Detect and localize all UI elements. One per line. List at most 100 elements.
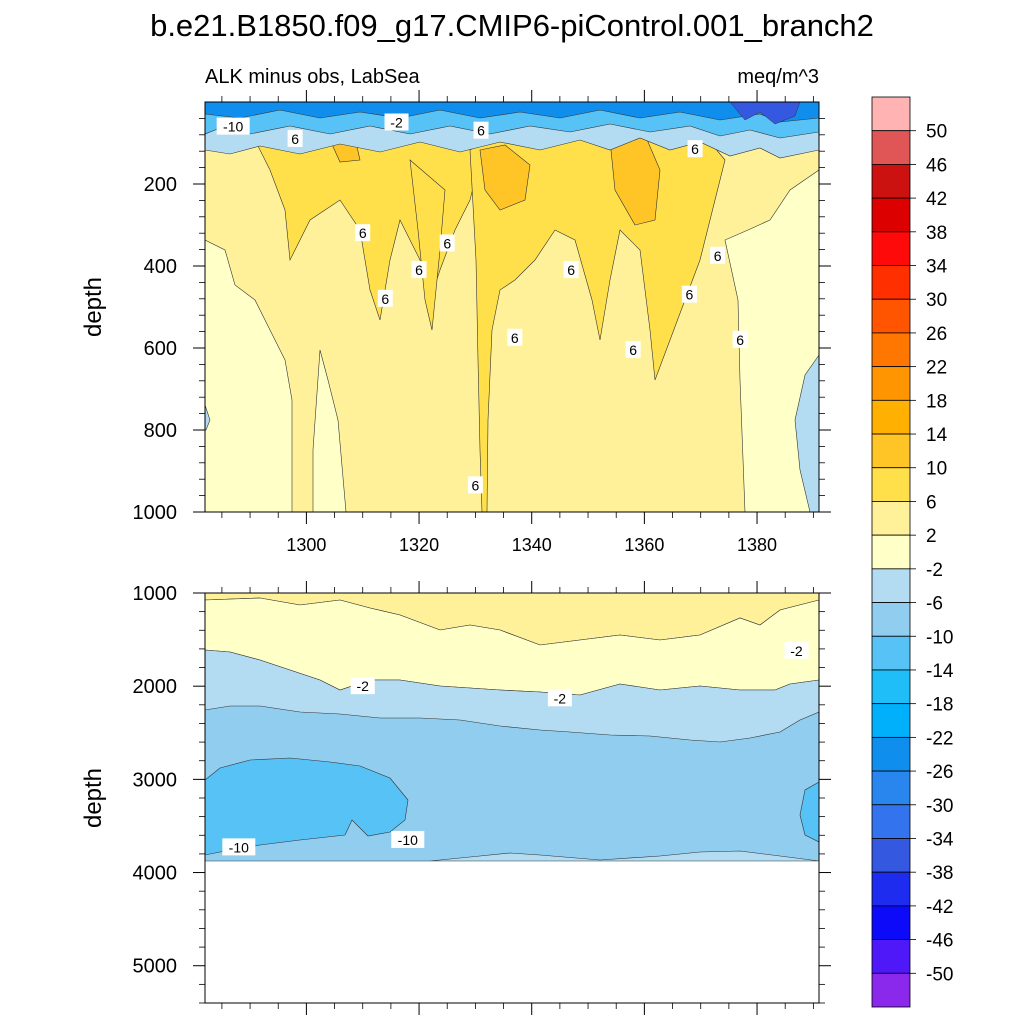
upper-panel: 1300 1320 1340 1360 1380 200 400 600 800 1000 -10…: [80, 90, 831, 555]
contour-label: 6: [687, 140, 703, 158]
colorbar-label: 34: [926, 257, 948, 278]
colorbar-swatch: [871, 130, 911, 165]
colorbar-label: 46: [926, 155, 947, 176]
upper-region-10-14-a: [479, 144, 531, 211]
lower-contour-labels: -2 -2 -2 -10 -10: [222, 641, 809, 856]
contour-label-text: 6: [291, 131, 299, 147]
contour-label-bg: [507, 328, 523, 346]
colorbar-label: 26: [926, 324, 947, 345]
upper-region-6-10-b: [469, 124, 726, 512]
contour-label-text: 6: [567, 262, 575, 278]
contour-label: -10: [222, 838, 256, 856]
colorbar-swatch: [871, 231, 911, 266]
contour-label-bg: [687, 140, 703, 158]
y-tick-label: 1000: [133, 502, 178, 524]
contour-label-text: 6: [477, 123, 485, 139]
upper-plot-frame: [204, 101, 820, 513]
contour-label: 6: [411, 261, 427, 279]
contour-label-text: -10: [223, 119, 243, 135]
x-tick-label: 1360: [624, 535, 664, 555]
lower-ylabel: depth: [80, 768, 107, 828]
colorbar: 50 46 42 38 34 30 26 22 18 14 10 6 2 -2 -6 -10 -14 -18 -22…: [871, 96, 954, 1008]
colorbar-swatch: [871, 197, 911, 233]
colorbar-swatch: [871, 366, 911, 401]
x-tick-label: 1300: [286, 535, 326, 555]
colorbar-label: -26: [926, 762, 953, 783]
colorbar-swatch: [871, 871, 911, 907]
contour-label: 6: [710, 246, 726, 264]
colorbar-label: -38: [926, 863, 953, 884]
colorbar-label: -14: [926, 661, 954, 682]
colorbar-label: 50: [926, 122, 947, 143]
colorbar-label: 6: [926, 492, 937, 513]
colorbar-swatch: [871, 298, 911, 334]
contour-label-text: 6: [714, 248, 722, 264]
colorbar-swatch: [871, 265, 911, 300]
contour-label: -2: [784, 641, 809, 659]
contour-label: 6: [473, 121, 489, 139]
contour-label: -2: [384, 113, 409, 131]
upper-contour-labels: -10 -2 6 6 6 6 6 6 6 6 6 6 6 6 6 6: [216, 113, 748, 494]
contour-label-text: 6: [381, 291, 389, 307]
contour-label: -10: [216, 117, 250, 135]
contour-label-text: 6: [736, 332, 744, 348]
contour-label-text: 6: [691, 141, 699, 157]
contour-label-bg: [439, 234, 455, 252]
upper-region-negative-bottom-right: [794, 354, 819, 512]
contour-label-bg: [625, 341, 641, 359]
chart-units: meq/m^3: [737, 66, 819, 88]
y-tick-label: 2000: [133, 676, 178, 698]
x-tick-label: 1320: [399, 535, 439, 555]
contour-label-bg: [287, 129, 303, 147]
contour-label-text: 6: [359, 225, 367, 241]
lower-axes: 1000 2000 3000 4000 5000: [133, 581, 831, 1015]
colorbar-label: -34: [926, 829, 954, 850]
contour-label-bg: [377, 289, 393, 307]
x-tick-label: 1340: [512, 535, 552, 555]
contour-label-text: 6: [511, 330, 519, 346]
colorbar-swatch: [871, 703, 911, 738]
contour-label: 6: [287, 129, 303, 147]
upper-region-near-zero-mid: [312, 349, 347, 512]
colorbar-label: 42: [926, 189, 947, 210]
y-tick-label: 5000: [133, 956, 178, 978]
colorbar-swatch: [871, 534, 911, 570]
contour-label-bg: [411, 261, 427, 279]
contour-label-bg: [391, 830, 425, 848]
colorbar-label: 2: [926, 526, 937, 547]
colorbar-label: 22: [926, 358, 947, 379]
contour-label: -2: [547, 689, 572, 707]
colorbar-swatch: [871, 399, 911, 435]
lower-panel: 1000 2000 3000 4000 5000 -2 -2 -2 -10 -10 depth: [80, 581, 831, 1015]
contour-label: 6: [681, 285, 697, 303]
y-tick-label: 800: [144, 420, 177, 442]
contour-label-bg: [710, 246, 726, 264]
y-tick-label: 4000: [133, 863, 178, 885]
y-tick-label: 3000: [133, 769, 178, 791]
colorbar-swatch: [871, 838, 911, 873]
colorbar-label: 14: [926, 425, 948, 446]
contour-label: 6: [377, 289, 393, 307]
contour-label-text: 6: [471, 477, 479, 493]
contour-label-bg: [216, 117, 250, 135]
contour-label-bg: [563, 261, 579, 279]
contour-label-bg: [355, 224, 371, 242]
contour-label: 6: [507, 328, 523, 346]
contour-label-text: 6: [629, 342, 637, 358]
contour-label-text: 6: [415, 262, 423, 278]
colorbar-label: -10: [926, 627, 953, 648]
colorbar-label: -30: [926, 796, 953, 817]
colorbar-label: 10: [926, 459, 947, 480]
upper-axes: 1300 1320 1340 1360 1380 200 400 600 800 1000: [133, 90, 831, 555]
colorbar-label: 38: [926, 223, 947, 244]
colorbar-swatch: [871, 467, 911, 502]
contour-label-bg: [784, 641, 809, 659]
contour-label-bg: [350, 677, 375, 695]
colorbar-swatch: [871, 164, 911, 199]
contour-label-text: -2: [790, 643, 803, 659]
colorbar-label: -46: [926, 931, 953, 952]
contour-label-bg: [473, 121, 489, 139]
y-tick-label: 1000: [133, 583, 178, 605]
colorbar-swatch: [871, 736, 911, 772]
contour-label: 6: [439, 234, 455, 252]
